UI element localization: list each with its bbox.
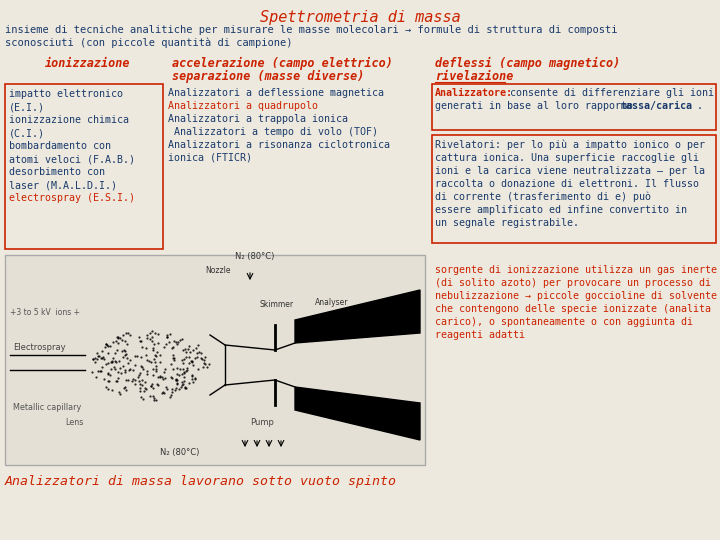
Text: ionica (FTICR): ionica (FTICR) bbox=[168, 153, 252, 163]
Text: Analizzatore:: Analizzatore: bbox=[435, 88, 513, 98]
Text: Analizzatori di massa lavorano sotto vuoto spinto: Analizzatori di massa lavorano sotto vuo… bbox=[5, 475, 397, 488]
Text: essere amplificato ed infine convertito in: essere amplificato ed infine convertito … bbox=[435, 205, 687, 215]
Polygon shape bbox=[295, 290, 420, 343]
Text: sorgente di ionizzazione utilizza un gas inerte: sorgente di ionizzazione utilizza un gas… bbox=[435, 265, 717, 275]
FancyBboxPatch shape bbox=[5, 255, 425, 465]
Text: impatto elettronico: impatto elettronico bbox=[9, 89, 123, 99]
Text: massa/carica: massa/carica bbox=[621, 101, 693, 111]
Text: sconosciuti (con piccole quantità di campione): sconosciuti (con piccole quantità di cam… bbox=[5, 38, 292, 49]
Text: Analizzatori a tempo di volo (TOF): Analizzatori a tempo di volo (TOF) bbox=[168, 127, 378, 137]
Text: reagenti adatti: reagenti adatti bbox=[435, 330, 525, 340]
Text: Analizzatori a trappola ionica: Analizzatori a trappola ionica bbox=[168, 114, 348, 124]
Text: separazione (masse diverse): separazione (masse diverse) bbox=[172, 70, 364, 83]
Text: deflessi (campo magnetico): deflessi (campo magnetico) bbox=[435, 57, 620, 70]
Text: ionizzazione chimica: ionizzazione chimica bbox=[9, 115, 129, 125]
Text: Analizzatori a quadrupolo: Analizzatori a quadrupolo bbox=[168, 101, 318, 111]
Text: +3 to 5 kV  ions +: +3 to 5 kV ions + bbox=[10, 308, 80, 317]
Text: Analyser: Analyser bbox=[315, 298, 348, 307]
Text: accelerazione (campo elettrico): accelerazione (campo elettrico) bbox=[172, 57, 393, 70]
FancyBboxPatch shape bbox=[5, 84, 163, 249]
Text: (C.I.): (C.I.) bbox=[9, 128, 45, 138]
Text: (di solito azoto) per provocare un processo di: (di solito azoto) per provocare un proce… bbox=[435, 278, 711, 288]
Text: Nozzle: Nozzle bbox=[205, 266, 230, 275]
Text: ioni e la carica viene neutralizzata – per la: ioni e la carica viene neutralizzata – p… bbox=[435, 166, 705, 176]
Text: rivelazione: rivelazione bbox=[435, 70, 513, 83]
FancyBboxPatch shape bbox=[432, 84, 716, 130]
Text: Pump: Pump bbox=[250, 418, 274, 427]
Text: electrospray (E.S.I.): electrospray (E.S.I.) bbox=[9, 193, 135, 203]
Text: .: . bbox=[697, 101, 703, 111]
Text: ionizzazione: ionizzazione bbox=[45, 57, 131, 70]
Text: Electrospray: Electrospray bbox=[13, 343, 66, 352]
Text: cattura ionica. Una superficie raccoglie gli: cattura ionica. Una superficie raccoglie… bbox=[435, 153, 699, 163]
Text: insieme di tecniche analitiche per misurare le masse molecolari → formule di str: insieme di tecniche analitiche per misur… bbox=[5, 25, 618, 35]
Text: Rivelatori: per lo più a impatto ionico o per: Rivelatori: per lo più a impatto ionico … bbox=[435, 140, 705, 151]
Text: consente di differenziare gli ioni: consente di differenziare gli ioni bbox=[504, 88, 714, 98]
Polygon shape bbox=[295, 387, 420, 440]
Text: Analizzatori a risonanza ciclotronica: Analizzatori a risonanza ciclotronica bbox=[168, 140, 390, 150]
Text: Lens: Lens bbox=[65, 418, 84, 427]
FancyBboxPatch shape bbox=[432, 135, 716, 243]
Text: (E.I.): (E.I.) bbox=[9, 102, 45, 112]
Text: Analizzatori a deflessione magnetica: Analizzatori a deflessione magnetica bbox=[168, 88, 384, 98]
Text: nebulizzazione → piccole goccioline di solvente: nebulizzazione → piccole goccioline di s… bbox=[435, 291, 717, 301]
Text: raccolta o donazione di elettroni. Il flusso: raccolta o donazione di elettroni. Il fl… bbox=[435, 179, 699, 189]
Text: desorbimento con: desorbimento con bbox=[9, 167, 105, 177]
Text: laser (M.A.L.D.I.): laser (M.A.L.D.I.) bbox=[9, 180, 117, 190]
Text: un segnale registrabile.: un segnale registrabile. bbox=[435, 218, 579, 228]
Text: Skimmer: Skimmer bbox=[260, 300, 294, 309]
Text: generati in base al loro rapporto: generati in base al loro rapporto bbox=[435, 101, 639, 111]
Text: N₂ (80°C): N₂ (80°C) bbox=[160, 448, 199, 457]
Text: carico), o spontaneamente o con aggiunta di: carico), o spontaneamente o con aggiunta… bbox=[435, 317, 693, 327]
Text: Spettrometria di massa: Spettrometria di massa bbox=[260, 10, 460, 25]
Text: N₂ (80°C): N₂ (80°C) bbox=[235, 252, 274, 261]
Text: di corrente (trasferimento di e) può: di corrente (trasferimento di e) può bbox=[435, 192, 651, 202]
Text: atomi veloci (F.A.B.): atomi veloci (F.A.B.) bbox=[9, 154, 135, 164]
Text: Metallic capillary: Metallic capillary bbox=[13, 403, 81, 412]
Text: che contengono delle specie ionizzate (analita: che contengono delle specie ionizzate (a… bbox=[435, 304, 711, 314]
Text: bombardamento con: bombardamento con bbox=[9, 141, 111, 151]
